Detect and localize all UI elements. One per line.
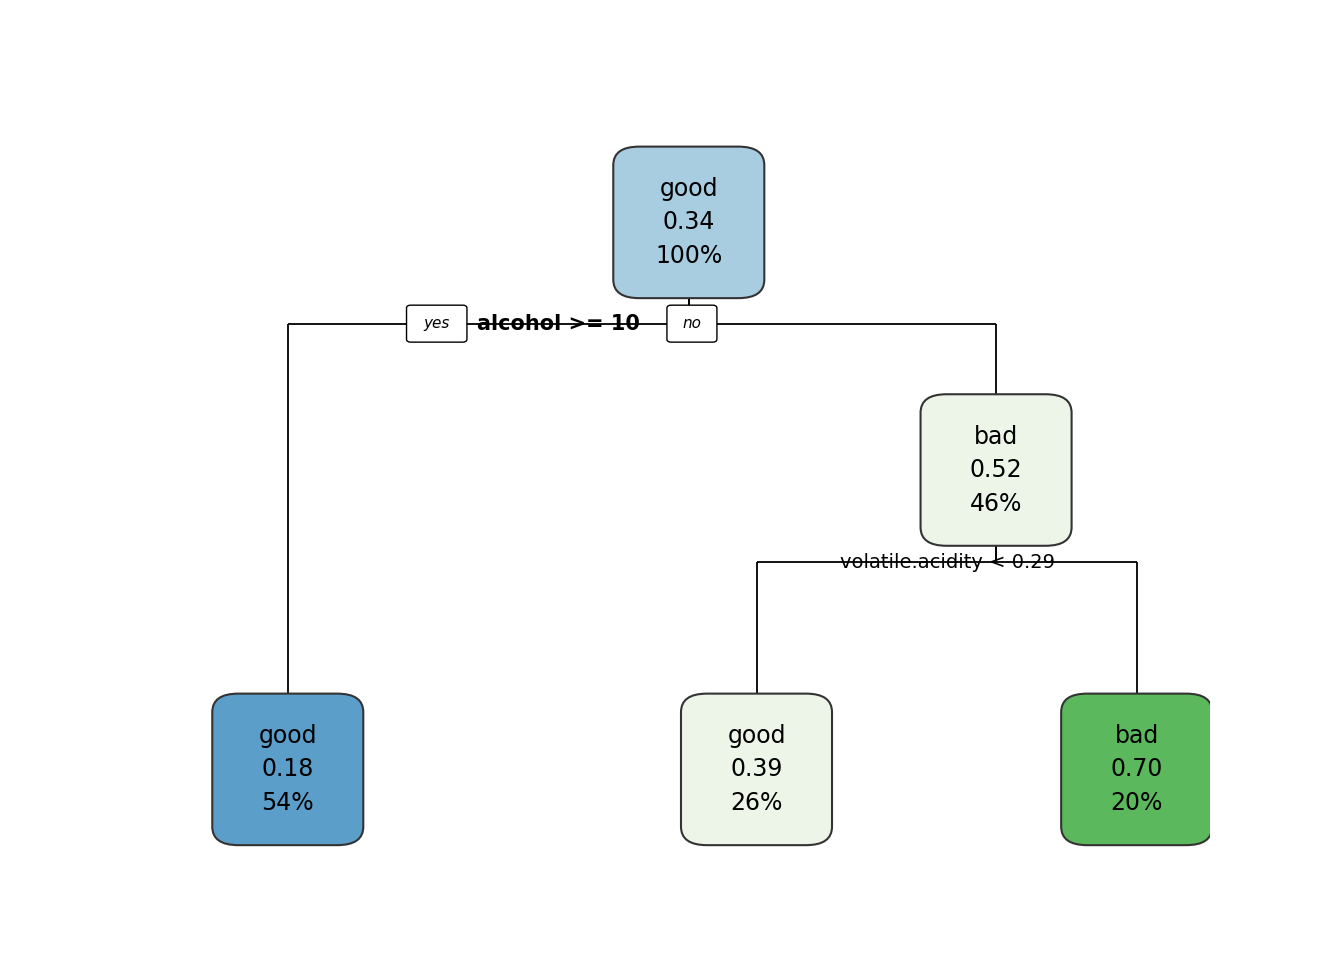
Text: bad
0.52
46%: bad 0.52 46%	[970, 424, 1023, 516]
FancyBboxPatch shape	[212, 694, 363, 845]
Text: good
0.39
26%: good 0.39 26%	[727, 724, 786, 815]
FancyBboxPatch shape	[613, 147, 765, 299]
Text: no: no	[683, 316, 702, 331]
FancyBboxPatch shape	[921, 395, 1071, 546]
Text: alcohol >= 10: alcohol >= 10	[477, 314, 640, 334]
FancyBboxPatch shape	[1062, 694, 1212, 845]
FancyBboxPatch shape	[681, 694, 832, 845]
Text: bad
0.70
20%: bad 0.70 20%	[1110, 724, 1163, 815]
Text: good
0.34
100%: good 0.34 100%	[655, 177, 723, 268]
FancyBboxPatch shape	[406, 305, 466, 342]
Text: good
0.18
54%: good 0.18 54%	[258, 724, 317, 815]
FancyBboxPatch shape	[667, 305, 716, 342]
Text: yes: yes	[423, 316, 450, 331]
Text: volatile.acidity < 0.29: volatile.acidity < 0.29	[840, 553, 1055, 572]
